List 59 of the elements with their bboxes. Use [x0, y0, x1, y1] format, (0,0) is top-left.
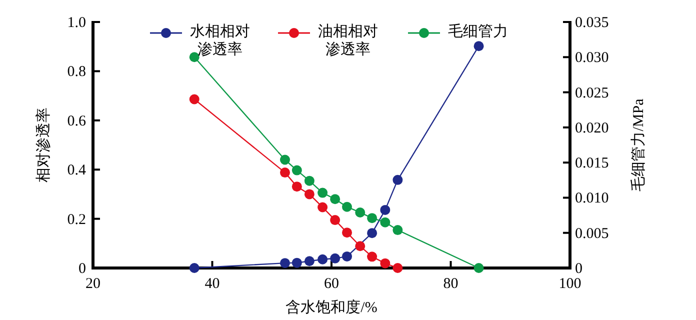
point: [367, 213, 378, 224]
x-tick-label: 40: [204, 276, 220, 292]
point: [380, 204, 390, 215]
y-tick-label: 0.2: [67, 212, 86, 228]
y2-tick-label: 0.035: [575, 15, 609, 31]
point: [330, 253, 340, 264]
y2-tick-label: 0.020: [575, 120, 609, 136]
legend-label: 油相相对渗透率: [317, 23, 379, 59]
y-tick-label: 0.8: [67, 64, 86, 80]
point: [292, 258, 302, 268]
y-tick-label: 0: [78, 261, 86, 277]
point: [330, 215, 340, 226]
y2-tick-label: 0.010: [575, 190, 609, 207]
point: [355, 207, 366, 218]
y2-tick-label: 0: [575, 261, 582, 277]
y-tick-label: 1.0: [67, 15, 86, 31]
point: [189, 52, 200, 62]
point: [474, 41, 484, 52]
point: [304, 176, 314, 186]
y2-axis-title: 毛细管力/MPa: [630, 98, 647, 192]
point: [474, 263, 484, 273]
y2-tick-label: 0.030: [575, 50, 609, 66]
point: [380, 258, 390, 268]
point: [392, 263, 403, 273]
point: [392, 174, 403, 185]
x-axis-title: 含水饱和度/%: [286, 299, 378, 316]
point: [304, 189, 314, 200]
point: [304, 256, 314, 266]
y2-tick-label: 0.025: [575, 85, 609, 102]
x-tick-label: 80: [443, 276, 458, 292]
point: [189, 94, 200, 104]
point: [280, 154, 290, 165]
y2-tick-label: 0.005: [575, 226, 609, 242]
point: [342, 228, 352, 238]
point: [318, 254, 328, 264]
point: [318, 202, 328, 212]
y-axis-title: 相对渗透率: [35, 108, 52, 182]
point: [292, 182, 302, 192]
x-tick-label: 20: [86, 276, 100, 292]
point: [318, 188, 328, 198]
point: [189, 263, 200, 273]
point: [367, 228, 378, 238]
point: [392, 225, 403, 236]
point: [292, 165, 302, 176]
point: [330, 194, 340, 204]
x-tick-label: 100: [558, 276, 582, 292]
y-tick-label: 0.4: [67, 162, 86, 179]
point: [280, 168, 290, 178]
point: [342, 202, 352, 212]
legend-label: 毛细管力: [447, 23, 509, 41]
point: [355, 241, 366, 252]
x-tick-label: 60: [324, 276, 339, 292]
point: [280, 258, 290, 268]
y-tick-label: 0.6: [67, 113, 86, 130]
point: [380, 217, 390, 228]
point: [367, 252, 378, 262]
point: [342, 251, 352, 262]
legend-label: 水相相对渗透率: [189, 23, 251, 59]
y2-tick-label: 0.015: [575, 156, 609, 172]
